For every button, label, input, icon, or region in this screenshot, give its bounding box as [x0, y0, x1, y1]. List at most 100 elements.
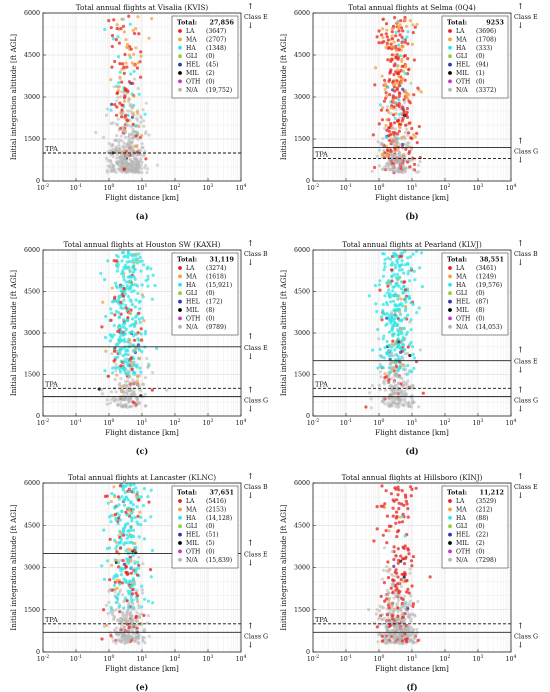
arrow-down-icon: ↓ — [517, 405, 524, 414]
legend-category: MIL — [456, 307, 469, 314]
data-point — [128, 55, 133, 60]
data-point — [142, 319, 146, 323]
data-point — [122, 562, 126, 566]
arrow-down-icon: ↓ — [517, 640, 524, 649]
data-point — [404, 628, 408, 633]
data-point — [112, 259, 116, 263]
data-point — [377, 148, 382, 152]
data-point — [140, 588, 144, 592]
data-point — [126, 398, 130, 402]
data-point — [395, 48, 399, 53]
data-point — [405, 35, 409, 39]
data-point — [394, 364, 398, 368]
data-point — [140, 316, 144, 320]
data-point — [130, 140, 134, 144]
data-point — [131, 554, 135, 558]
legend-category: MIL — [456, 70, 469, 77]
class-label: Class E — [514, 484, 538, 491]
data-point — [382, 99, 386, 103]
data-point — [133, 322, 137, 326]
data-point — [410, 487, 414, 491]
data-point — [405, 386, 409, 390]
data-point — [390, 53, 394, 57]
data-point — [142, 613, 146, 618]
data-point — [135, 400, 140, 404]
data-point — [147, 36, 151, 40]
data-point — [415, 141, 419, 145]
data-point — [130, 540, 134, 544]
data-point — [121, 126, 125, 130]
legend-count: (87) — [476, 299, 489, 306]
data-point — [402, 326, 406, 331]
data-point — [402, 562, 407, 566]
data-point — [129, 136, 133, 141]
data-point — [379, 370, 383, 374]
x-tick-label: 102 — [440, 654, 451, 663]
data-point — [391, 396, 395, 400]
data-point — [398, 346, 402, 350]
data-point — [131, 136, 136, 140]
data-point — [110, 44, 114, 49]
data-point — [144, 157, 148, 161]
legend-category: LA — [186, 265, 195, 272]
data-point — [119, 330, 123, 334]
legend-category: HEL — [456, 299, 470, 306]
legend-category: N/A — [456, 557, 468, 564]
y-tick-label: 3000 — [24, 565, 40, 572]
data-point — [112, 18, 116, 22]
data-point — [401, 69, 405, 73]
data-point — [117, 639, 122, 643]
legend-count: (3274) — [206, 265, 226, 272]
data-point — [413, 278, 417, 282]
data-point — [138, 510, 142, 514]
x-tick-label: 102 — [170, 183, 181, 192]
legend-count: (0) — [206, 78, 215, 85]
legend-count: (0) — [476, 548, 485, 555]
data-point — [402, 98, 406, 102]
data-point — [135, 589, 139, 593]
data-point — [110, 352, 114, 356]
data-point — [153, 283, 157, 288]
data-point — [409, 328, 413, 332]
data-point — [413, 636, 417, 640]
tpa-label: TPA — [315, 380, 328, 388]
data-point — [403, 316, 407, 320]
legend-count: (2707) — [206, 36, 226, 43]
data-point — [400, 355, 404, 359]
legend-count: (3529) — [476, 498, 496, 505]
data-point — [402, 546, 406, 551]
data-point — [123, 321, 127, 325]
data-point — [394, 96, 398, 100]
data-point — [404, 91, 408, 95]
data-point — [140, 134, 144, 138]
legend-total-value: 11,212 — [480, 489, 504, 497]
data-point — [395, 277, 399, 281]
data-point — [108, 149, 112, 153]
data-point — [381, 504, 385, 508]
data-point — [396, 141, 400, 145]
data-point — [116, 597, 120, 602]
data-point — [117, 324, 121, 328]
data-point — [124, 580, 128, 584]
data-point — [119, 588, 123, 592]
legend-count: (51) — [206, 532, 219, 539]
data-point — [405, 590, 409, 594]
data-point — [100, 392, 104, 396]
legend-marker — [448, 266, 452, 270]
data-point — [388, 357, 392, 361]
arrow-down-icon: ↓ — [517, 491, 524, 500]
data-point — [379, 594, 383, 599]
data-point — [132, 94, 136, 98]
legend-marker — [448, 549, 452, 554]
data-point — [125, 557, 129, 561]
data-point — [135, 573, 140, 577]
data-point — [109, 318, 113, 322]
data-point — [390, 604, 394, 608]
data-point — [398, 275, 402, 279]
legend-category: HA — [186, 282, 196, 289]
legend-count: (2) — [206, 70, 215, 77]
x-tick-label: 10-1 — [340, 654, 352, 663]
data-point — [124, 306, 128, 310]
data-point — [398, 116, 402, 120]
